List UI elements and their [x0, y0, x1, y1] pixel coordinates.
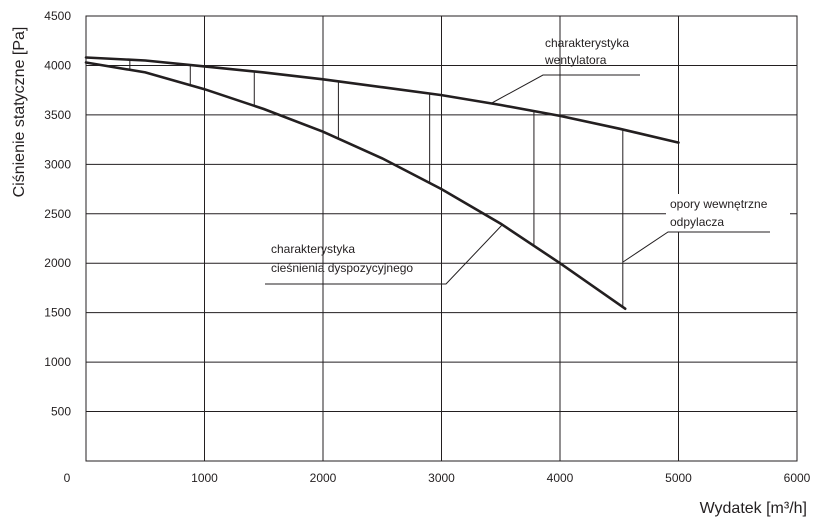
y-tick-label: 2500: [44, 207, 71, 221]
grid: [86, 16, 797, 461]
annotation-fan-curve: charakterystyka wentylatora: [489, 36, 640, 105]
annotation-internal-resistance-bg: [666, 194, 790, 232]
x-tick-label: 3000: [428, 471, 455, 485]
annotation-available-pressure-line1: charakterystyka: [271, 242, 355, 256]
plot-border: [85, 15, 798, 462]
annotation-available-pressure-line2: cieśnienia dyspozycyjnego: [271, 261, 413, 275]
x-tick-label: 2000: [310, 471, 337, 485]
y-tick-label: 4000: [44, 58, 71, 72]
y-tick-label: 2000: [44, 256, 71, 270]
x-axis-title: Wydatek [m³/h]: [700, 500, 807, 517]
y-tick-label: 4500: [44, 9, 71, 23]
x-tick-label: 4000: [547, 471, 574, 485]
x-tick-label: 1000: [191, 471, 218, 485]
y-tick-label: 3500: [44, 108, 71, 122]
y-tick-label: 1500: [44, 306, 71, 320]
available-pressure-line: [84, 61, 627, 311]
annotation-fan-curve-line2: wentylatora: [544, 53, 607, 67]
fan-characteristic-line: [84, 56, 680, 144]
annotation-fan-curve-line1: charakterystyka: [545, 36, 629, 50]
x-tick-labels: 0 1000 2000 3000 4000 5000 6000: [64, 471, 811, 485]
annotation-available-pressure: charakterystyka cieśnienia dyspozycyjneg…: [265, 223, 504, 285]
annotation-internal-resistance-line1: opory wewnętrzne: [670, 197, 768, 211]
series-lines: [84, 56, 680, 311]
plot-frame: [85, 15, 798, 462]
y-tick-label: 1000: [44, 355, 71, 369]
y-tick-labels: 500 1000 1500 2000 2500 3000 3500 4000 4500: [44, 9, 71, 419]
annotation-internal-resistance-leader: [622, 231, 770, 263]
y-tick-label: 3000: [44, 157, 71, 171]
pressure-difference-lines: [129, 59, 624, 308]
y-tick-label: 500: [51, 405, 71, 419]
x-tick-label: 6000: [784, 471, 811, 485]
x-tick-label: 5000: [665, 471, 692, 485]
y-axis-title: Ciśnienie statyczne [Pa]: [11, 27, 28, 198]
annotation-internal-resistance-line2: odpylacza: [670, 215, 724, 229]
annotation-available-pressure-leader: [265, 223, 504, 285]
annotation-internal-resistance: opory wewnętrzne odpylacza: [622, 194, 790, 263]
annotation-fan-curve-leader: [489, 74, 640, 105]
x-tick-label: 0: [64, 471, 71, 485]
